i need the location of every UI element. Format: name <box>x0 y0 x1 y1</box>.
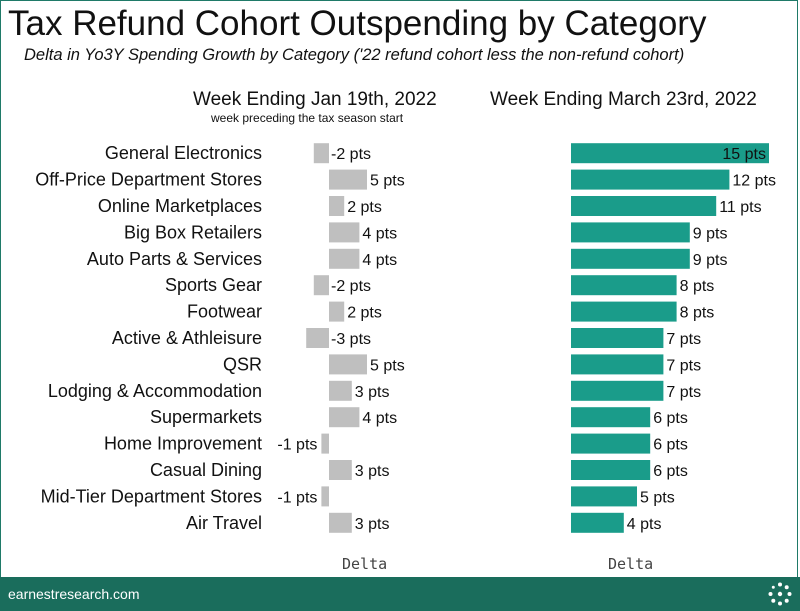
right-bar-value-label: 12 pts <box>732 173 776 190</box>
left-bar <box>329 512 352 533</box>
footer-site-link[interactable]: earnestresearch.com <box>8 586 140 602</box>
left-bar <box>329 354 367 375</box>
right-bar-value-label: 4 pts <box>627 516 662 533</box>
left-bar <box>321 433 329 454</box>
left-bar <box>306 328 329 348</box>
left-bar-value-label: -1 pts <box>277 437 317 454</box>
left-bar <box>329 196 345 216</box>
category-label: Auto Parts & Services <box>87 249 262 269</box>
right-bar-value-label: 8 pts <box>680 305 715 322</box>
category-label: Sports Gear <box>165 275 262 295</box>
left-bar-value-label: 3 pts <box>355 384 390 401</box>
right-bar-value-label: 15 pts <box>722 146 766 163</box>
left-x-axis-label: Delta <box>342 555 388 573</box>
right-bar-value-label: 5 pts <box>640 489 675 506</box>
left-bar-value-label: 3 pts <box>355 463 390 480</box>
right-bar-value-label: 7 pts <box>666 357 701 374</box>
left-bar <box>329 380 352 401</box>
right-bar-value-label: 6 pts <box>653 437 688 454</box>
category-label: Off-Price Department Stores <box>35 170 262 190</box>
right-bar <box>571 169 730 190</box>
left-bar <box>329 222 360 243</box>
right-bar-value-label: 6 pts <box>653 410 688 427</box>
right-bar <box>571 433 651 454</box>
left-bar-value-label: 4 pts <box>362 252 397 269</box>
panel-left-subtitle: week preceding the tax season start <box>211 111 404 125</box>
right-bar <box>571 460 651 480</box>
left-bar-value-label: -3 pts <box>331 331 371 348</box>
category-label: Active & Athleisure <box>112 328 262 348</box>
right-bar <box>571 248 690 269</box>
right-bar <box>571 196 717 216</box>
category-label: QSR <box>223 354 262 374</box>
right-bar <box>571 354 664 375</box>
left-bar-value-label: -2 pts <box>331 146 371 163</box>
left-bar-value-label: -2 pts <box>331 278 371 295</box>
right-bar <box>571 407 651 428</box>
category-label: Lodging & Accommodation <box>48 381 262 401</box>
category-label: Footwear <box>187 302 262 322</box>
right-bar <box>571 486 637 507</box>
left-bar-value-label: 4 pts <box>362 410 397 427</box>
left-bar-value-label: -1 pts <box>277 489 317 506</box>
category-label: Big Box Retailers <box>124 222 262 242</box>
left-bar-value-label: 3 pts <box>355 516 390 533</box>
chart-title: Tax Refund Cohort Outspending by Categor… <box>8 4 707 43</box>
left-bar-value-label: 5 pts <box>370 357 405 374</box>
category-label: Home Improvement <box>104 434 262 454</box>
chart-subtitle: Delta in Yo3Y Spending Growth by Categor… <box>24 46 685 64</box>
right-bar-value-label: 9 pts <box>693 225 728 242</box>
category-label: General Electronics <box>105 143 262 163</box>
left-bar-value-label: 5 pts <box>370 173 405 190</box>
left-bar <box>329 407 360 428</box>
right-bar-value-label: 11 pts <box>719 199 761 216</box>
left-bar <box>313 275 329 296</box>
left-bar-value-label: 2 pts <box>347 199 382 216</box>
right-bar <box>571 301 677 322</box>
right-bar <box>571 512 624 533</box>
category-label: Casual Dining <box>150 460 262 480</box>
category-label: Mid-Tier Department Stores <box>41 486 262 506</box>
left-bar <box>321 486 329 507</box>
right-bar-value-label: 6 pts <box>653 463 688 480</box>
panel-left-title: Week Ending Jan 19th, 2022 <box>193 89 437 110</box>
panel-right-title: Week Ending March 23rd, 2022 <box>490 89 757 110</box>
dotted-circle-logo-icon <box>768 582 792 606</box>
left-bar <box>329 301 345 322</box>
right-bar <box>571 143 769 164</box>
category-label: Supermarkets <box>150 407 262 427</box>
left-bar <box>329 460 352 480</box>
left-bar-value-label: 2 pts <box>347 305 382 322</box>
right-bar <box>571 275 677 296</box>
category-label: Online Marketplaces <box>98 196 262 216</box>
left-bar <box>313 143 329 164</box>
right-bar <box>571 380 664 401</box>
right-bar-value-label: 9 pts <box>693 252 728 269</box>
footer-bar: earnestresearch.com <box>0 577 800 611</box>
right-bar <box>571 328 664 348</box>
right-bar <box>571 222 690 243</box>
right-bar-value-label: 8 pts <box>680 278 715 295</box>
category-label: Air Travel <box>186 513 262 533</box>
right-bar-value-label: 7 pts <box>666 384 701 401</box>
left-bar-value-label: 4 pts <box>362 225 397 242</box>
left-bar <box>329 248 360 269</box>
right-x-axis-label: Delta <box>608 555 654 573</box>
bar-chart-svg: General Electronics Off-Price Department … <box>35 143 776 533</box>
left-bar <box>329 169 367 190</box>
right-bar-value-label: 7 pts <box>666 331 701 348</box>
